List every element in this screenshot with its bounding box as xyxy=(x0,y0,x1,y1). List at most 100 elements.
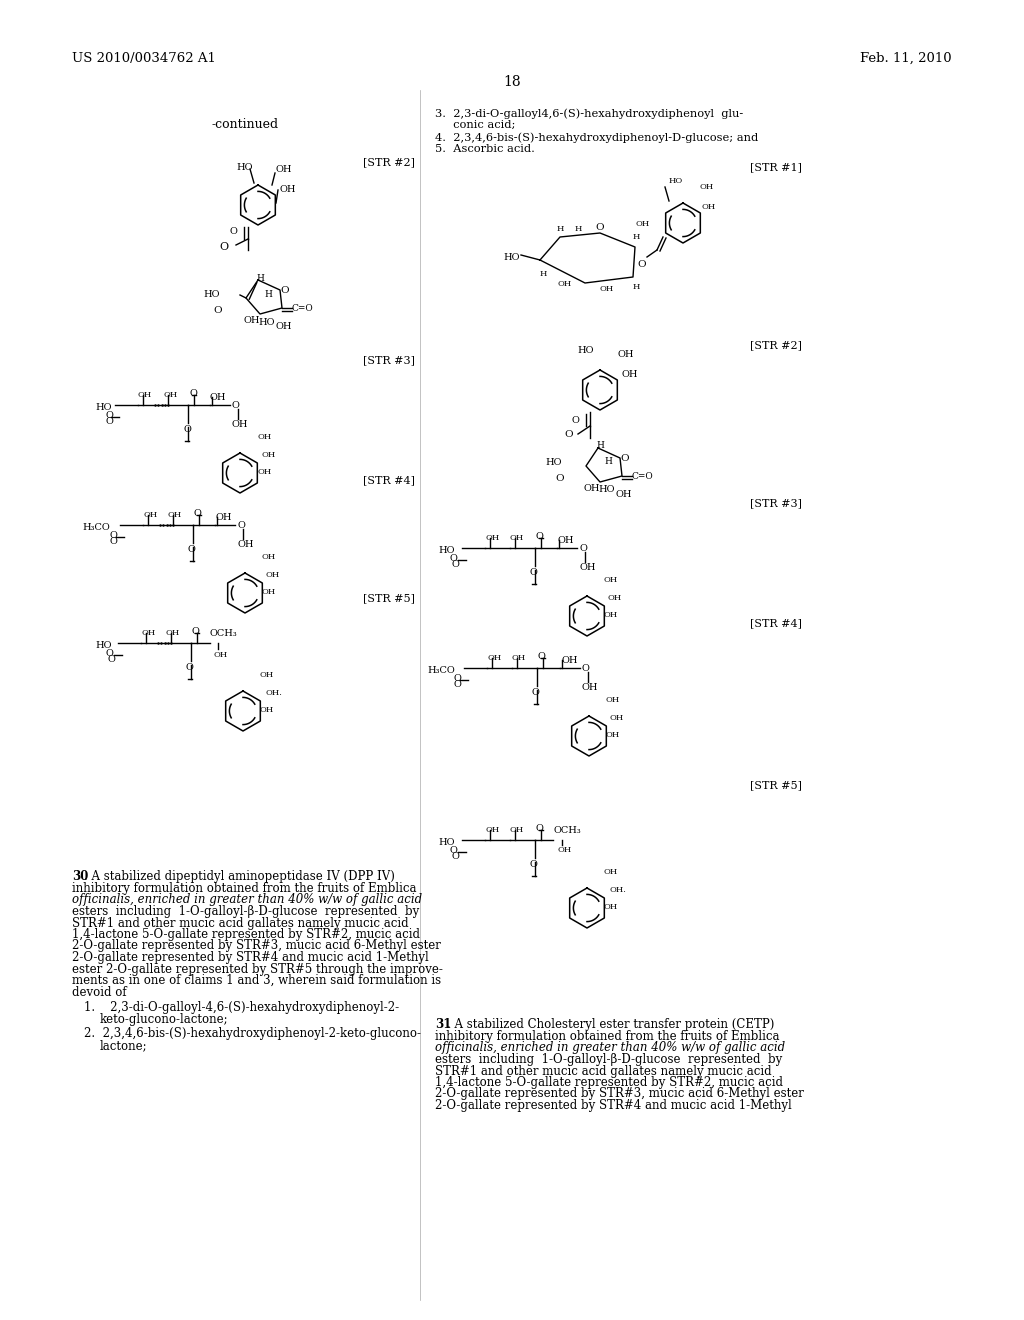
Text: O: O xyxy=(582,664,590,673)
Text: OH: OH xyxy=(561,656,578,665)
Text: esters  including  1-O-galloyl-β-D-glucose  represented  by: esters including 1-O-galloyl-β-D-glucose… xyxy=(72,906,419,917)
Text: O: O xyxy=(538,652,546,661)
Text: OH: OH xyxy=(584,484,600,492)
Text: 1,4-lactone 5-O-gallate represented by STR#2, mucic acid: 1,4-lactone 5-O-gallate represented by S… xyxy=(72,928,420,941)
Text: OH: OH xyxy=(163,391,177,399)
Text: O: O xyxy=(579,544,587,553)
Text: OH: OH xyxy=(557,280,571,288)
Text: OH: OH xyxy=(510,535,524,543)
Text: O: O xyxy=(105,417,113,426)
Text: OH: OH xyxy=(260,706,274,714)
Text: OH: OH xyxy=(216,513,232,521)
Text: . A stabilized Cholesteryl ester transfer protein (CETP): . A stabilized Cholesteryl ester transfe… xyxy=(447,1018,774,1031)
Text: H: H xyxy=(604,457,612,466)
Text: OH: OH xyxy=(485,535,500,543)
Text: H: H xyxy=(633,282,640,290)
Text: 2-O-gallate represented by STR#4 and mucic acid 1-Methyl: 2-O-gallate represented by STR#4 and muc… xyxy=(72,950,429,964)
Text: officinalis, enriched in greater than 40% w/w of gallic acid: officinalis, enriched in greater than 40… xyxy=(435,1041,785,1055)
Text: O: O xyxy=(564,430,572,440)
Text: O: O xyxy=(105,649,113,657)
Text: H: H xyxy=(256,275,264,282)
Text: OH: OH xyxy=(214,651,228,659)
Text: OH: OH xyxy=(608,594,623,602)
Text: O: O xyxy=(453,675,461,682)
Text: OH: OH xyxy=(606,696,621,704)
Text: OH: OH xyxy=(244,315,260,325)
Text: OH: OH xyxy=(143,511,158,519)
Text: esters  including  1-O-galloyl-β-D-glucose  represented  by: esters including 1-O-galloyl-β-D-glucose… xyxy=(435,1053,782,1067)
Text: O: O xyxy=(105,411,113,420)
Text: O: O xyxy=(536,824,544,833)
Text: HO: HO xyxy=(598,484,614,494)
Text: O: O xyxy=(193,627,200,636)
Text: [STR #4]: [STR #4] xyxy=(362,475,415,484)
Text: O: O xyxy=(450,554,458,564)
Text: H₃CO: H₃CO xyxy=(427,667,455,675)
Text: H: H xyxy=(633,234,640,242)
Text: C=O: C=O xyxy=(292,304,313,313)
Text: HO: HO xyxy=(95,642,112,649)
Text: OH: OH xyxy=(512,653,526,663)
Text: O: O xyxy=(110,531,118,540)
Text: OH: OH xyxy=(262,553,276,561)
Text: OH: OH xyxy=(138,391,153,399)
Text: [STR #3]: [STR #3] xyxy=(750,498,802,508)
Text: HO: HO xyxy=(258,318,274,327)
Text: OH: OH xyxy=(257,469,271,477)
Text: inhibitory formulation obtained from the fruits of Emblica: inhibitory formulation obtained from the… xyxy=(72,882,417,895)
Text: O: O xyxy=(189,389,197,399)
Text: OH: OH xyxy=(487,653,502,663)
Text: O: O xyxy=(530,861,538,869)
Text: 5.  Ascorbic acid.: 5. Ascorbic acid. xyxy=(435,144,535,154)
Text: OH: OH xyxy=(275,165,292,174)
Text: HO: HO xyxy=(438,838,455,847)
Text: OH: OH xyxy=(558,846,572,854)
Text: [STR #3]: [STR #3] xyxy=(362,355,415,366)
Text: O: O xyxy=(452,851,460,861)
Text: OH: OH xyxy=(604,869,618,876)
Text: OH: OH xyxy=(604,903,618,911)
Text: OH: OH xyxy=(141,630,156,638)
Text: HO: HO xyxy=(669,177,683,185)
Text: O: O xyxy=(572,416,580,425)
Text: HO: HO xyxy=(237,162,253,172)
Text: O: O xyxy=(280,286,289,294)
Text: OH: OH xyxy=(604,611,618,619)
Text: officinalis, enriched in greater than 40% w/w of gallic acid: officinalis, enriched in greater than 40… xyxy=(72,894,422,907)
Text: O: O xyxy=(213,306,222,315)
Text: OH: OH xyxy=(261,451,275,459)
Text: OH: OH xyxy=(635,220,649,228)
Text: O: O xyxy=(232,401,240,411)
Text: OH: OH xyxy=(279,185,296,194)
Text: 1,4-lactone 5-O-gallate represented by STR#2, mucic acid: 1,4-lactone 5-O-gallate represented by S… xyxy=(435,1076,783,1089)
Text: H: H xyxy=(540,271,548,279)
Text: H: H xyxy=(575,224,583,234)
Text: 31: 31 xyxy=(435,1018,452,1031)
Text: OH.: OH. xyxy=(609,886,626,894)
Text: O: O xyxy=(108,655,116,664)
Text: O: O xyxy=(237,521,245,531)
Text: [STR #5]: [STR #5] xyxy=(750,780,802,789)
Text: OH: OH xyxy=(168,511,182,519)
Text: H: H xyxy=(264,290,272,300)
Text: HO: HO xyxy=(504,253,520,261)
Text: keto-glucono-lactone;: keto-glucono-lactone; xyxy=(100,1012,228,1026)
Text: 2-O-gallate represented by STR#3, mucic acid 6-Methyl ester: 2-O-gallate represented by STR#3, mucic … xyxy=(435,1088,804,1101)
Text: OH: OH xyxy=(582,682,598,692)
Text: OH: OH xyxy=(600,285,614,293)
Text: OH: OH xyxy=(510,826,524,834)
Text: OH: OH xyxy=(616,490,633,499)
Text: O: O xyxy=(530,568,538,577)
Text: OH: OH xyxy=(610,714,625,722)
Text: O: O xyxy=(620,454,629,463)
Text: O: O xyxy=(186,663,194,672)
Text: O: O xyxy=(110,537,118,546)
Text: O: O xyxy=(532,688,540,697)
Text: OCH₃: OCH₃ xyxy=(553,826,581,836)
Text: 18: 18 xyxy=(503,75,521,88)
Text: -continued: -continued xyxy=(211,117,279,131)
Text: O: O xyxy=(452,560,460,569)
Text: OH: OH xyxy=(262,587,276,597)
Text: ester 2-O-gallate represented by STR#5 through the improve-: ester 2-O-gallate represented by STR#5 t… xyxy=(72,962,442,975)
Text: OH: OH xyxy=(701,203,715,211)
